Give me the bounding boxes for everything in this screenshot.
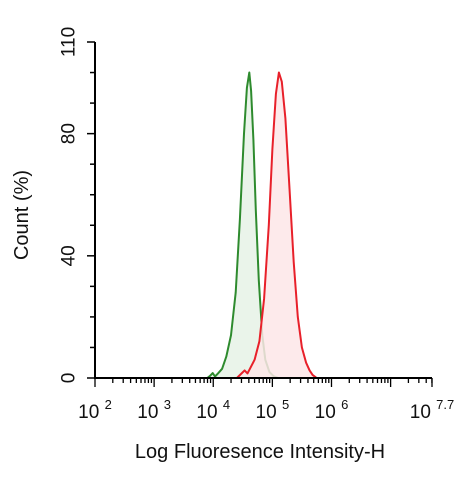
- x-tick-label: 10 7.7: [410, 397, 455, 423]
- x-tick-label: 10 6: [315, 397, 349, 423]
- x-axis-label: Log Fluoresence Intensity-H: [135, 441, 385, 463]
- y-axis-label: Count (%): [11, 170, 33, 260]
- x-tick-label: 10 4: [196, 397, 230, 423]
- series-layer: [206, 71, 318, 379]
- y-tick-label: 40: [59, 245, 80, 266]
- series-2-area: [236, 72, 317, 378]
- x-tick-label: 10 5: [256, 397, 290, 423]
- y-tick-label: 80: [59, 123, 80, 144]
- axes: [87, 41, 433, 387]
- y-tick-label: 110: [59, 27, 80, 57]
- tick-labels: 0 40 80 110 10 2 10 3 10 4 10 5 10 6 10 7.7: [59, 27, 455, 423]
- series-2-line: [236, 71, 318, 379]
- series-1-area: [207, 72, 279, 378]
- x-tick-label: 10 3: [137, 397, 171, 423]
- x-tick-label: 10 2: [78, 397, 112, 423]
- y-tick-label: 0: [59, 373, 80, 384]
